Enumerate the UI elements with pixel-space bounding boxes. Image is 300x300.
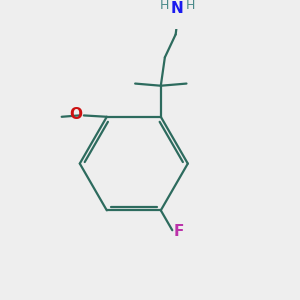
Text: N: N [171,1,183,16]
Text: O: O [70,107,83,122]
Text: H: H [159,0,169,12]
Text: F: F [174,224,184,239]
Text: H: H [185,0,195,12]
